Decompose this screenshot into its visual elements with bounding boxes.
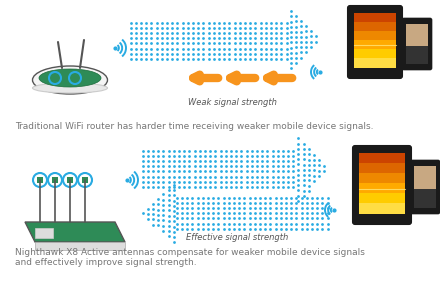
Bar (406, 46, 428, 64)
Bar (359, 203, 405, 214)
Bar (354, 31, 396, 40)
Bar (406, 24, 428, 64)
Bar (52, 177, 58, 183)
Ellipse shape (33, 83, 107, 93)
Bar (82, 177, 88, 183)
Bar (35, 228, 53, 238)
Bar (359, 153, 405, 163)
Bar (354, 22, 396, 32)
Polygon shape (35, 242, 125, 250)
FancyBboxPatch shape (403, 18, 432, 69)
Text: Traditional WiFi router has harder time receiving weaker mobile device signals.: Traditional WiFi router has harder time … (15, 122, 374, 131)
Bar (354, 49, 396, 59)
Text: and effectively improve signal strength.: and effectively improve signal strength. (15, 258, 197, 267)
Text: Nighthawk X8 Active antennas compensate for weaker mobile device signals: Nighthawk X8 Active antennas compensate … (15, 248, 365, 257)
Text: Weak signal strength: Weak signal strength (187, 98, 276, 107)
Bar (406, 24, 428, 46)
Bar (359, 183, 405, 193)
Bar (67, 177, 73, 183)
Text: Effective signal strength: Effective signal strength (186, 233, 288, 242)
Bar (359, 173, 405, 183)
Bar (354, 13, 396, 23)
Bar (414, 166, 436, 208)
Ellipse shape (39, 69, 101, 87)
Polygon shape (25, 222, 125, 242)
Bar (354, 40, 396, 50)
FancyBboxPatch shape (348, 6, 402, 78)
Bar (414, 166, 436, 189)
FancyBboxPatch shape (411, 161, 440, 214)
Bar (359, 163, 405, 173)
Bar (414, 189, 436, 208)
Bar (37, 177, 43, 183)
Ellipse shape (33, 66, 107, 94)
Bar (354, 58, 396, 67)
FancyBboxPatch shape (353, 146, 411, 224)
Bar (359, 193, 405, 204)
